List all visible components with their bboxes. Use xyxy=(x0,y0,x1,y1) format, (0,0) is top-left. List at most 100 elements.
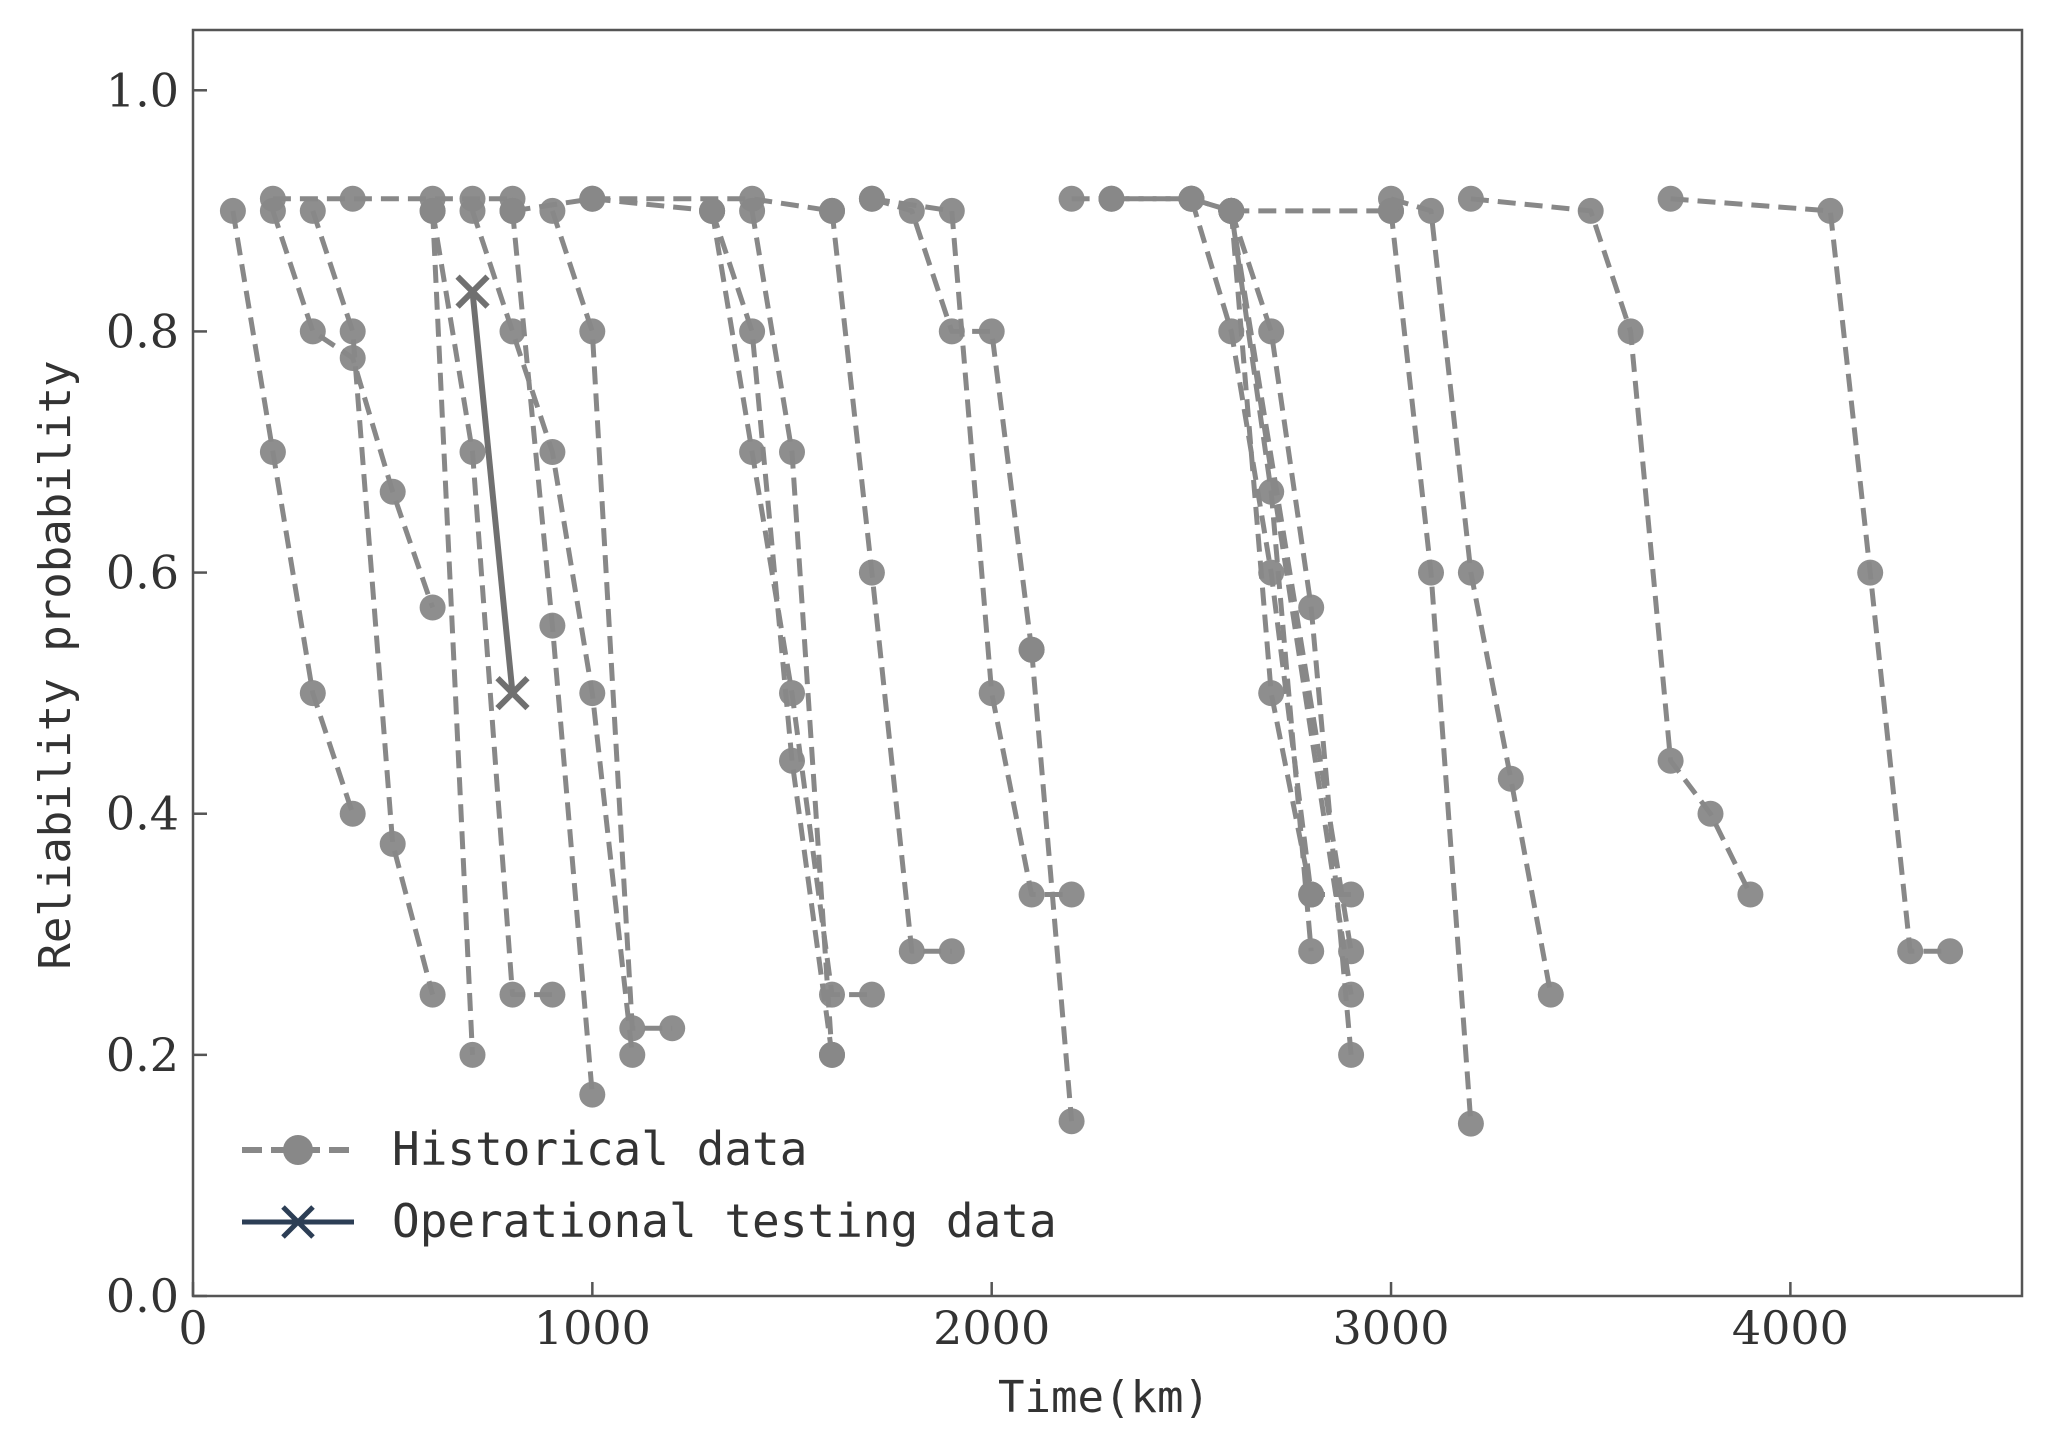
data-point xyxy=(978,318,1005,345)
series-line xyxy=(749,210,835,1056)
data-point xyxy=(339,345,366,371)
data-point xyxy=(1258,318,1285,345)
data-point xyxy=(1817,197,1844,224)
series-line xyxy=(550,210,673,1031)
data-point xyxy=(1178,185,1205,212)
data-point xyxy=(1298,881,1325,908)
series-historical-15 xyxy=(858,185,1045,663)
series-line xyxy=(270,210,435,609)
series-line xyxy=(1111,196,1352,897)
x-axis-label: Time(km) xyxy=(998,1372,1210,1423)
data-point xyxy=(1058,881,1085,908)
data-point xyxy=(1497,765,1524,792)
data-point xyxy=(659,1015,686,1042)
series-line xyxy=(1228,210,1354,952)
series-line xyxy=(469,291,516,694)
data-point xyxy=(1457,559,1484,586)
series-line xyxy=(1190,196,1314,952)
data-point xyxy=(858,185,885,212)
series-historical-8 xyxy=(539,197,686,1042)
data-point xyxy=(739,318,766,345)
data-point xyxy=(499,981,526,1008)
data-point xyxy=(819,197,845,224)
series-historical-29 xyxy=(1657,185,1964,965)
data-point xyxy=(1338,881,1365,908)
data-point xyxy=(1338,981,1365,1008)
series-line xyxy=(871,196,1035,651)
legend-label-historical: Historical data xyxy=(392,1122,807,1176)
data-point xyxy=(379,830,406,857)
series-historical-3 xyxy=(259,185,526,212)
series-line xyxy=(829,210,952,954)
series-line xyxy=(1029,649,1075,1122)
legend-item-historical: Historical data xyxy=(242,1122,807,1176)
series-historical-1 xyxy=(259,197,446,621)
data-point xyxy=(1258,680,1285,707)
data-point xyxy=(1457,185,1484,212)
data-point xyxy=(1218,197,1245,224)
data-point xyxy=(539,612,566,639)
data-point xyxy=(299,318,326,345)
data-point xyxy=(1617,318,1644,345)
series-historical-18 xyxy=(1058,185,1245,224)
data-point xyxy=(499,197,526,224)
data-point xyxy=(1657,185,1684,212)
data-point xyxy=(1418,197,1444,224)
series-line xyxy=(310,210,436,996)
y-tick-label: 0.2 xyxy=(106,1028,179,1082)
series-historical-25 xyxy=(1218,197,1404,224)
series-line xyxy=(871,196,1072,897)
data-point xyxy=(1457,1110,1484,1137)
data-point xyxy=(539,197,566,224)
data-point xyxy=(1298,938,1325,965)
data-point xyxy=(1418,559,1444,586)
series-historical-17 xyxy=(1018,636,1085,1135)
data-point xyxy=(1697,800,1724,827)
series-historical-6 xyxy=(459,197,646,1068)
data-point xyxy=(1298,594,1325,621)
data-point xyxy=(1338,938,1365,965)
data-point xyxy=(459,197,486,224)
data-point-x xyxy=(455,274,490,309)
data-point xyxy=(1737,881,1764,908)
series-line xyxy=(709,210,872,998)
y-tick-label: 0.8 xyxy=(106,304,179,358)
data-point xyxy=(1937,938,1964,965)
legend-marker-x xyxy=(281,1205,315,1239)
series-historical-5 xyxy=(419,197,486,1068)
plot-area xyxy=(219,185,1964,1137)
y-axis-label: Reliability probability xyxy=(30,360,81,969)
series-line xyxy=(1470,196,1753,896)
data-point xyxy=(1018,881,1045,908)
data-point xyxy=(858,559,885,586)
data-point xyxy=(1218,318,1245,345)
y-tick-label: 1.0 xyxy=(106,63,179,117)
data-point xyxy=(858,981,885,1008)
data-point xyxy=(579,680,606,707)
data-point xyxy=(739,197,766,224)
data-point xyxy=(579,318,606,345)
x-tick-label: 1000 xyxy=(534,1301,651,1355)
data-point xyxy=(1058,1108,1085,1135)
data-point xyxy=(1338,1041,1365,1068)
data-point xyxy=(1857,559,1884,586)
series-line xyxy=(1670,196,1951,954)
series-line xyxy=(1390,196,1554,996)
data-point xyxy=(339,318,366,345)
data-point xyxy=(1657,747,1684,774)
series-line xyxy=(230,210,356,815)
data-point xyxy=(299,680,326,707)
y-tick-label: 0.4 xyxy=(106,787,179,841)
x-tick-label: 3000 xyxy=(1332,1301,1449,1355)
series-historical-27 xyxy=(1378,185,1564,1008)
data-point xyxy=(339,185,366,212)
series-historical-28 xyxy=(1457,185,1764,908)
data-point xyxy=(299,197,326,224)
data-point-x xyxy=(495,676,530,711)
legend: Historical data Operational testing data xyxy=(242,1122,1057,1248)
data-point xyxy=(579,1081,606,1108)
series-historical-26 xyxy=(1378,197,1484,1137)
data-point xyxy=(419,981,446,1008)
data-point xyxy=(779,439,805,465)
